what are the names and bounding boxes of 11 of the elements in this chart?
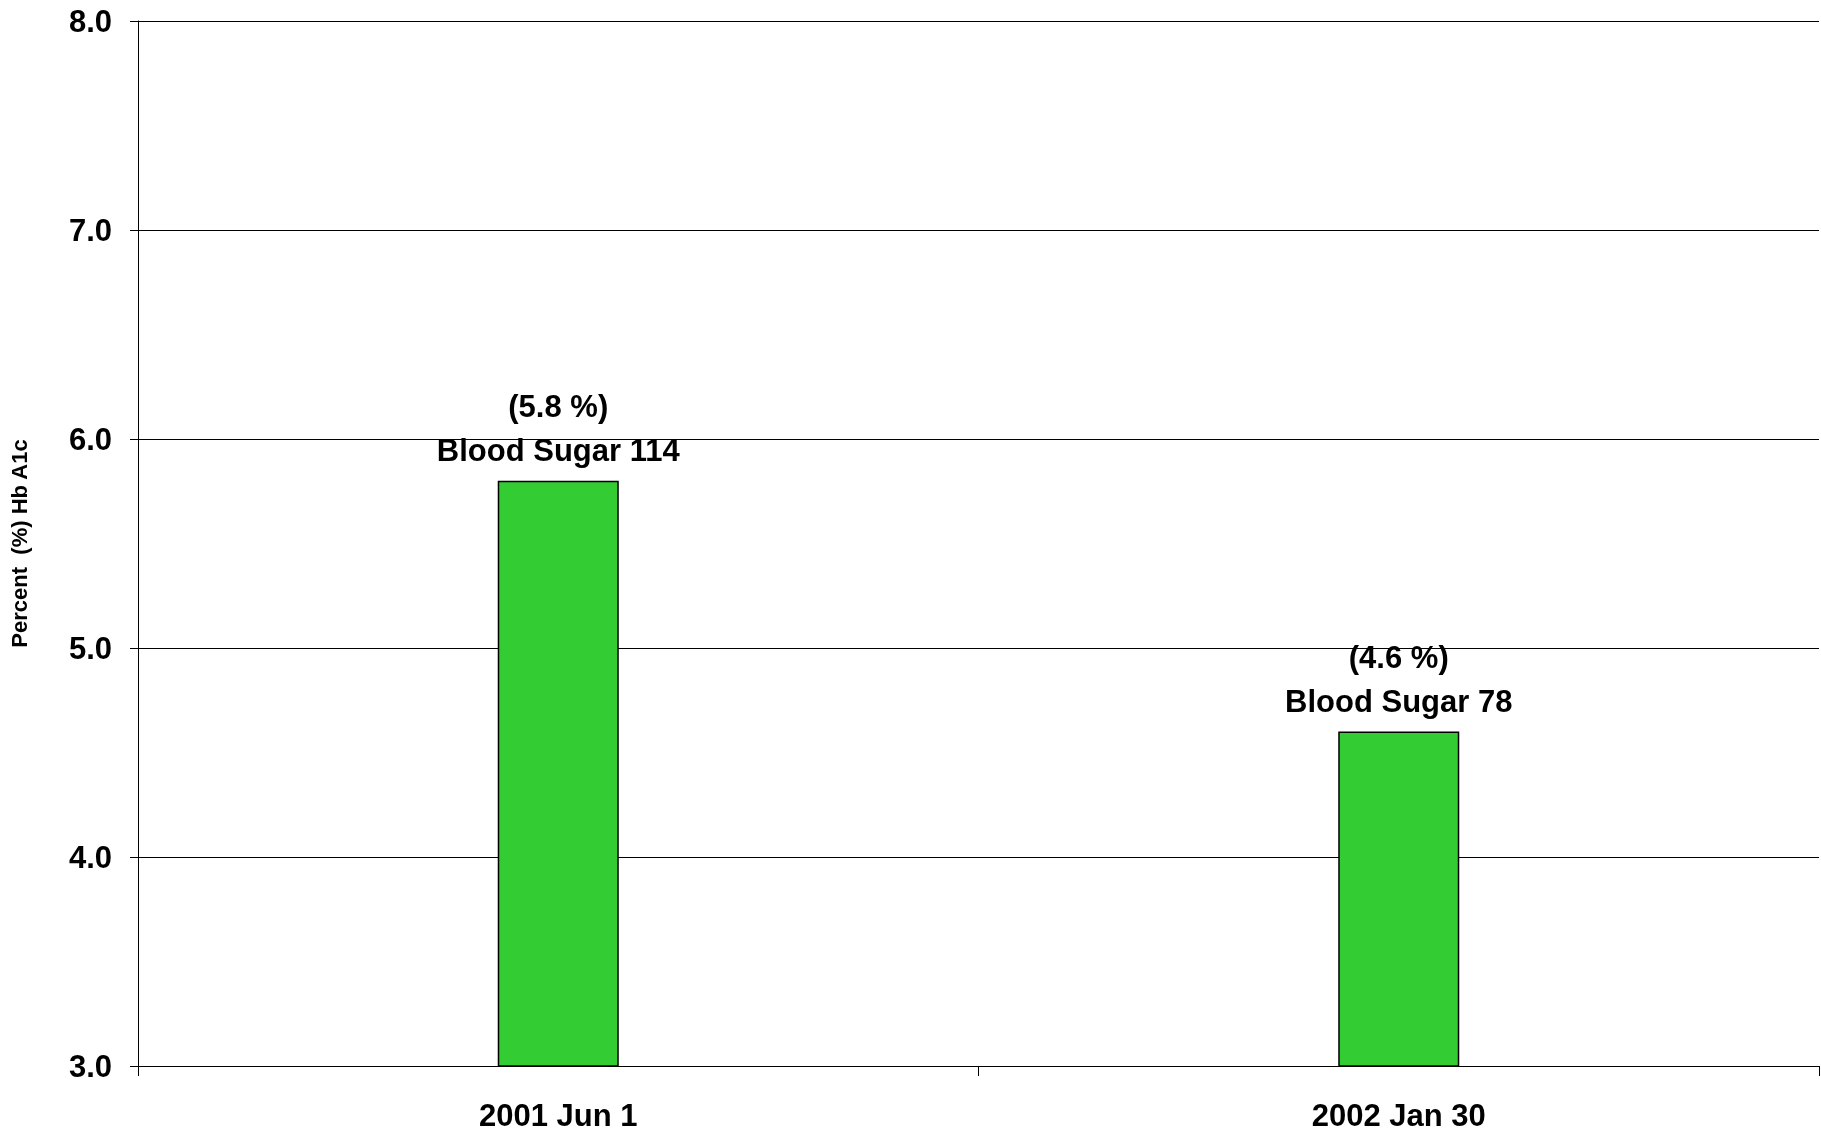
y-tick-label: 3.0 bbox=[68, 1048, 112, 1084]
y-tick-label: 7.0 bbox=[68, 212, 112, 248]
x-tick-label: 2001 Jun 1 bbox=[478, 1098, 638, 1133]
y-tick-label: 4.0 bbox=[68, 839, 112, 875]
data-label: (5.8 %) Blood Sugar 114 bbox=[436, 389, 681, 469]
y-axis-title: Percent (%) Hb A1c bbox=[6, 439, 32, 648]
data-label: (4.6 %) Blood Sugar 78 bbox=[1285, 640, 1513, 720]
x-tick-label: 2002 Jan 30 bbox=[1311, 1098, 1486, 1133]
y-tick-label: 8.0 bbox=[68, 3, 112, 39]
y-tick-label: 6.0 bbox=[68, 421, 112, 457]
y-tick-label: 5.0 bbox=[68, 630, 112, 666]
